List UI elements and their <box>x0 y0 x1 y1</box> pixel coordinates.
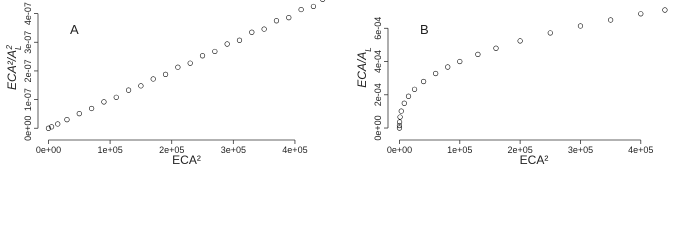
y-tick-label: 1e-07 <box>23 88 33 111</box>
x-tick-label: 2e+05 <box>507 145 532 155</box>
x-tick-label: 0e+00 <box>36 145 61 155</box>
y-axis-title-part: L <box>14 45 23 49</box>
point <box>76 111 82 117</box>
x-tick-label: 1e+05 <box>447 145 472 155</box>
y-tick-label: 0e+00 <box>373 115 383 140</box>
page: 0e+00 1e+05 2e+05 3e+05 4e+05 0e+00 1e-07 2e-07… <box>4 0 668 167</box>
point <box>125 87 132 93</box>
point <box>199 53 206 59</box>
point <box>162 71 169 77</box>
y-axis-title-part: 2 <box>5 44 14 50</box>
point <box>457 58 463 65</box>
point <box>175 64 181 70</box>
point <box>396 119 403 125</box>
point <box>101 99 107 105</box>
point <box>187 60 193 66</box>
point <box>396 122 403 129</box>
x-tick-label: 4e+05 <box>282 145 307 155</box>
point <box>310 3 317 10</box>
y-axis-title: ECA²/AL2 <box>5 44 23 89</box>
x-tick-label: 2e+05 <box>159 145 184 155</box>
x-tick-label: 4e+05 <box>628 145 653 155</box>
point <box>261 26 267 32</box>
panel: 0e+00 1e+05 2e+05 3e+05 4e+05 0e+00 1e-07 2e-07… <box>5 0 326 167</box>
point <box>396 125 403 131</box>
point <box>638 11 644 17</box>
y-tick-label: 6e-04 <box>373 17 383 40</box>
x-axis-title: ECA² <box>172 153 201 167</box>
y-axis-title-part: ECA/A <box>355 52 369 88</box>
point <box>320 0 326 2</box>
point <box>547 30 553 36</box>
point <box>89 105 95 112</box>
y-axis-title: ECA/AL <box>355 47 373 87</box>
y-tick-label: 0e+00 <box>23 116 33 141</box>
point <box>150 76 156 82</box>
point <box>224 41 230 47</box>
point <box>433 70 439 77</box>
x-tick-label: 3e+05 <box>568 145 593 155</box>
panel-label: B <box>420 22 429 37</box>
y-axis-title-part: L <box>364 47 373 51</box>
point <box>397 114 403 120</box>
point <box>401 100 407 106</box>
point <box>64 117 70 123</box>
point <box>298 6 304 13</box>
panel-label: A <box>70 22 79 37</box>
point <box>398 108 404 114</box>
y-tick-label: 2e-04 <box>373 83 383 106</box>
point <box>138 83 144 89</box>
panel: 0e+00 1e+05 2e+05 3e+05 4e+05 0e+00 2e-04 4e-04… <box>355 7 668 167</box>
point <box>55 121 61 127</box>
y-axis-title-part: ECA²/A <box>5 50 19 90</box>
y-tick-label: 3e-07 <box>23 31 33 54</box>
point <box>420 78 427 85</box>
y-tick-label: 2e-07 <box>23 59 33 82</box>
figure: 0e+00 1e+05 2e+05 3e+05 4e+05 0e+00 1e-07 2e-07… <box>5 0 668 167</box>
point <box>236 37 243 43</box>
point <box>577 23 584 29</box>
x-tick-label: 3e+05 <box>221 145 246 155</box>
point <box>48 124 55 130</box>
point <box>45 125 52 131</box>
point <box>411 86 418 92</box>
point <box>113 94 119 100</box>
point <box>249 29 255 35</box>
point <box>273 18 280 24</box>
point <box>286 15 292 21</box>
point <box>608 17 614 23</box>
point <box>445 64 451 70</box>
x-axis-title: ECA² <box>520 153 549 167</box>
x-tick-label: 0e+00 <box>387 145 412 155</box>
y-tick-label: 4e-07 <box>23 2 33 25</box>
point <box>662 7 668 13</box>
point <box>493 45 499 51</box>
point <box>475 51 481 57</box>
point <box>212 48 218 55</box>
point <box>517 38 523 44</box>
x-tick-label: 1e+05 <box>97 145 122 155</box>
y-tick-label: 4e-04 <box>373 50 383 73</box>
point <box>405 93 412 99</box>
